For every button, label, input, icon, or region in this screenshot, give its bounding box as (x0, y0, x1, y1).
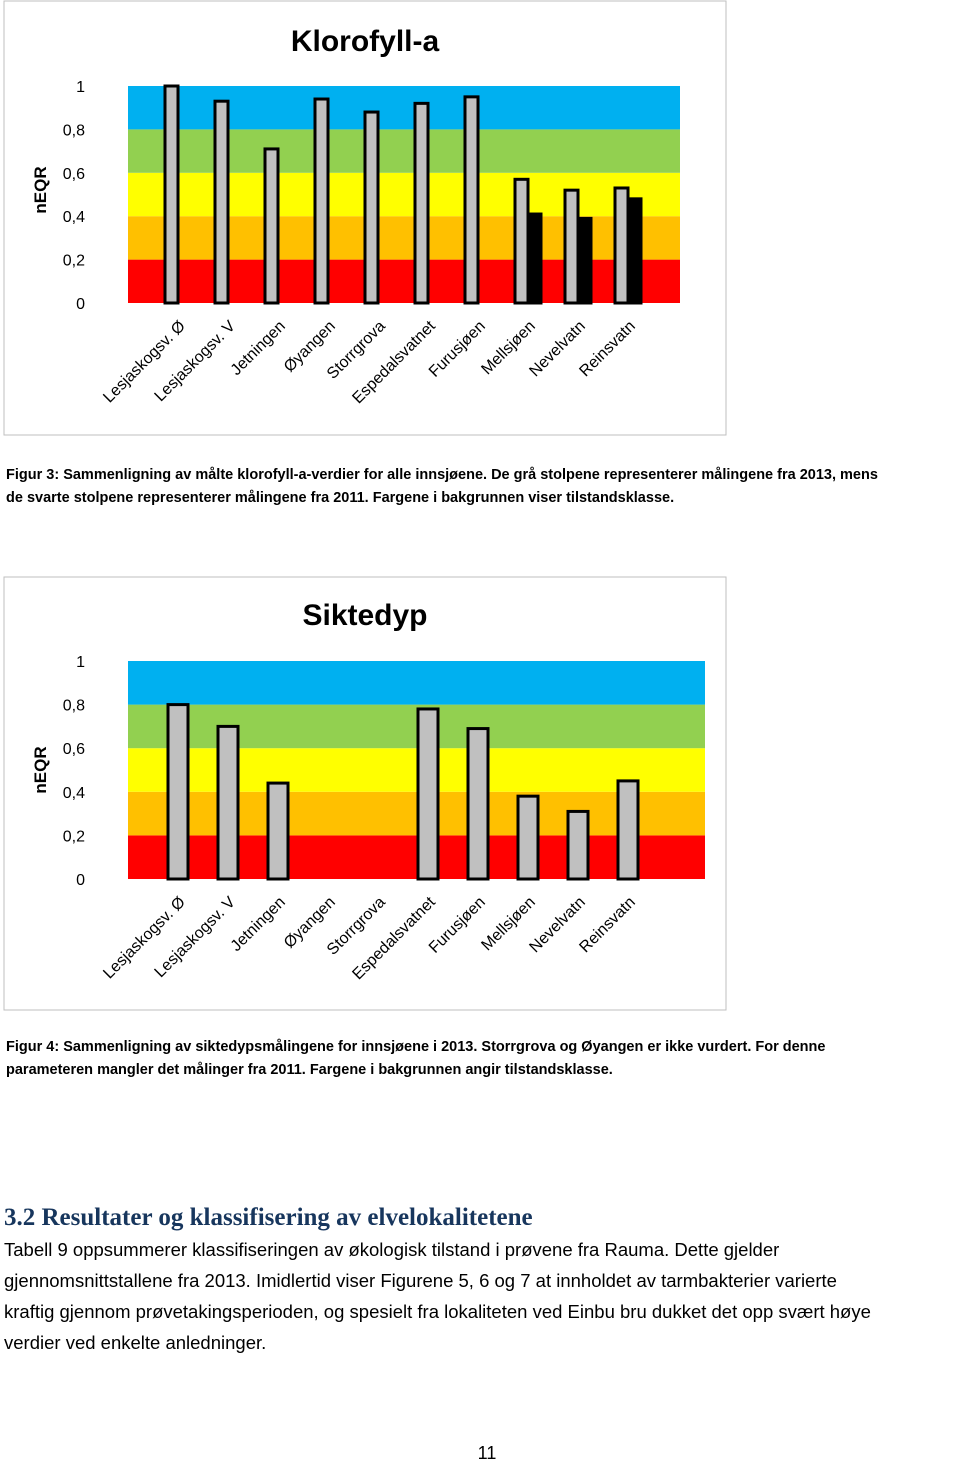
section-heading: 3.2 Resultater og klassifisering av elve… (4, 1204, 533, 1231)
class-band (128, 259, 680, 303)
y-tick-label: 0 (76, 872, 85, 889)
bar (466, 727, 490, 881)
bar (363, 110, 380, 305)
y-tick-label: 0,8 (63, 122, 85, 139)
chart-title: Siktedyp (302, 599, 427, 632)
paragraph-line: gjennomsnittstallene fra 2013. Imidlerti… (4, 1270, 837, 1291)
bar (576, 216, 593, 305)
class-band (128, 661, 705, 705)
page-number: 11 (478, 1443, 497, 1461)
bar (266, 781, 290, 881)
bar (416, 707, 440, 881)
class-band (128, 216, 680, 260)
y-tick-label: 1 (76, 654, 85, 671)
bar (526, 212, 543, 305)
y-tick-label: 0,4 (63, 785, 85, 802)
bar (413, 101, 430, 305)
caption-line: Figur 4: Sammenligning av siktedypsmålin… (6, 1039, 825, 1055)
y-axis-title: nEQR (31, 166, 50, 213)
bar (563, 188, 580, 305)
chart-title: Klorofyll-a (291, 25, 440, 58)
bar (613, 186, 630, 305)
bar (516, 794, 540, 881)
bar (616, 779, 640, 881)
y-tick-label: 0,6 (63, 741, 85, 758)
y-axis-title: nEQR (31, 746, 50, 793)
y-tick-label: 0,6 (63, 166, 85, 183)
bar (216, 724, 240, 881)
bar (566, 809, 590, 881)
caption-line: Figur 3: Sammenligning av målte klorofyl… (6, 467, 878, 483)
paragraph-line: verdier ved enkelte anledninger. (4, 1332, 266, 1353)
bar (513, 177, 530, 305)
class-band (128, 172, 680, 217)
y-tick-label: 0,4 (63, 209, 85, 226)
bar (166, 703, 190, 881)
paragraph-line: kraftig gjennom prøvetakingsperioden, og… (4, 1301, 871, 1322)
paragraph-line: Tabell 9 oppsummerer klassifiseringen av… (4, 1239, 779, 1260)
bar (263, 147, 280, 305)
y-tick-label: 0,2 (63, 828, 85, 845)
bar (313, 97, 330, 305)
y-tick-label: 0 (76, 296, 85, 313)
class-band (128, 129, 680, 173)
caption-line: parameteren mangler det målinger fra 201… (6, 1062, 613, 1078)
bar (213, 99, 230, 305)
class-band (128, 86, 680, 130)
bar (626, 197, 643, 305)
y-tick-label: 0,8 (63, 698, 85, 715)
y-tick-label: 0,2 (63, 253, 85, 270)
y-tick-label: 1 (76, 79, 85, 96)
caption-line: de svarte stolpene representerer målinge… (6, 490, 674, 506)
bar (163, 84, 180, 305)
bar (463, 95, 480, 305)
